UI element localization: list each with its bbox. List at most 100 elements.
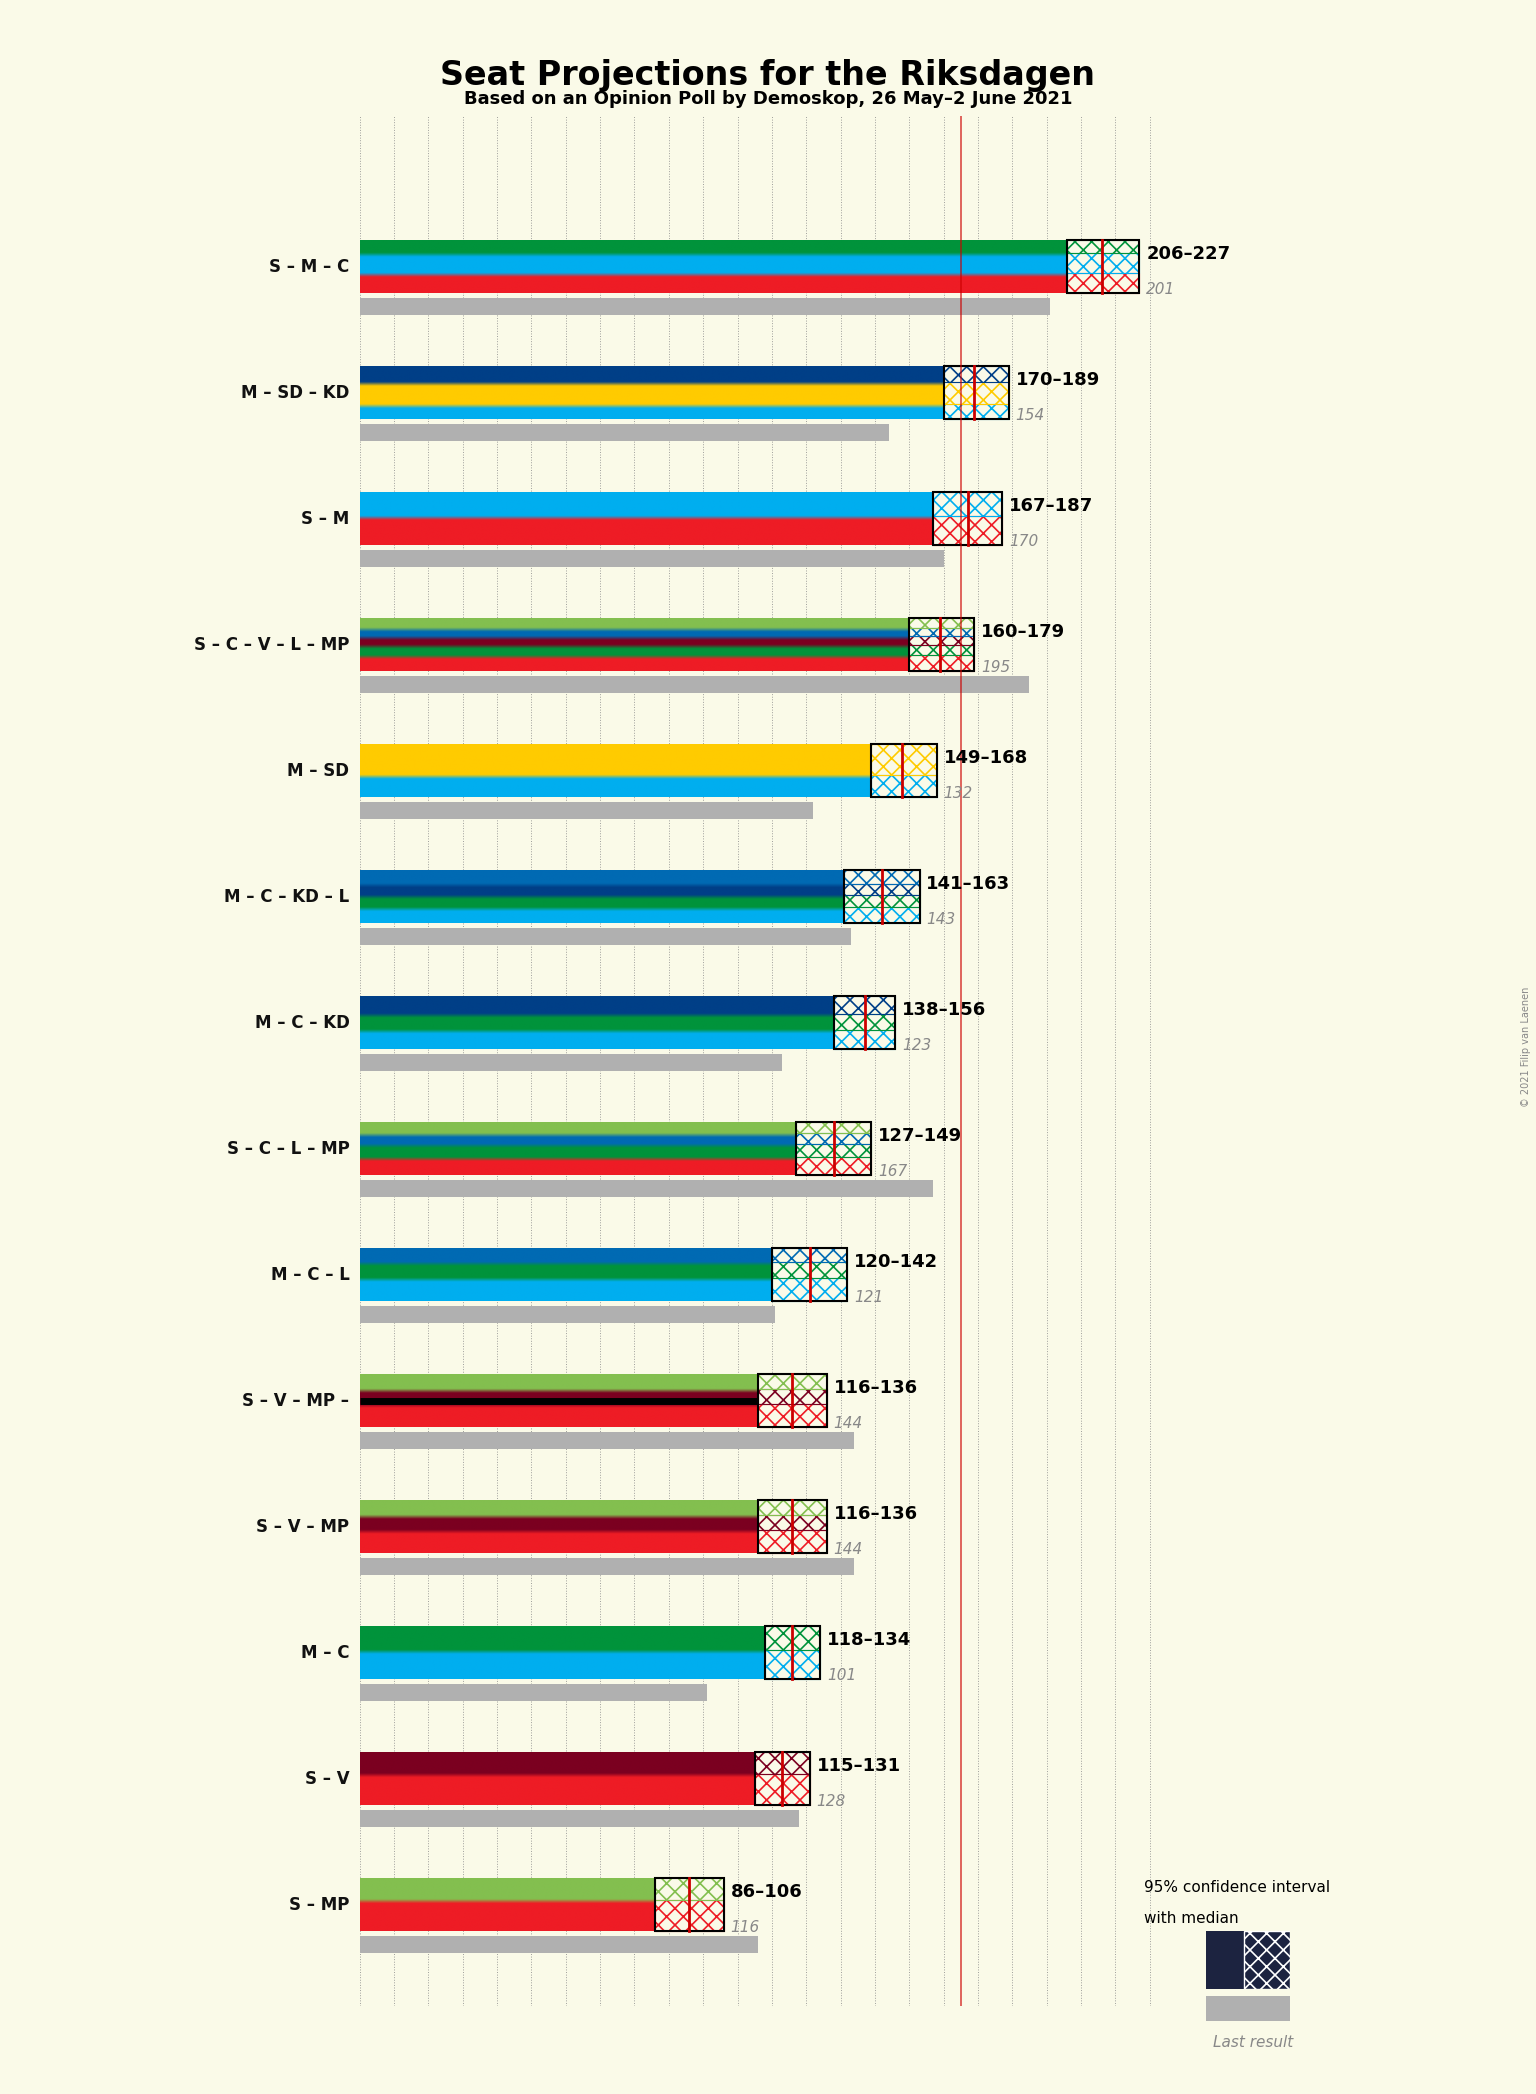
Bar xyxy=(759,1501,826,1516)
Text: M – SD – KD: M – SD – KD xyxy=(241,383,350,402)
Bar xyxy=(943,404,1009,419)
Bar xyxy=(871,775,937,798)
Bar xyxy=(359,1307,776,1323)
Text: 123: 123 xyxy=(902,1039,932,1053)
Bar xyxy=(359,1811,799,1826)
Bar xyxy=(359,676,1029,693)
Bar xyxy=(943,404,1009,419)
Bar xyxy=(843,871,920,923)
Bar xyxy=(759,1531,826,1554)
Bar xyxy=(843,896,920,907)
Bar xyxy=(909,645,974,655)
Bar xyxy=(1068,272,1140,293)
Text: 195: 195 xyxy=(982,660,1011,674)
Bar xyxy=(796,1122,871,1175)
Bar xyxy=(943,366,1009,419)
Bar xyxy=(834,1030,895,1049)
Text: S – V: S – V xyxy=(304,1769,350,1788)
Bar xyxy=(759,1388,826,1403)
Bar xyxy=(1068,253,1140,272)
Text: Last result: Last result xyxy=(1213,2035,1293,2050)
Bar xyxy=(759,1374,826,1428)
Bar xyxy=(871,743,937,775)
Bar xyxy=(796,1122,871,1133)
Bar xyxy=(765,1650,820,1679)
Bar xyxy=(843,907,920,923)
Bar xyxy=(943,366,1009,383)
Bar xyxy=(909,637,974,645)
Text: 154: 154 xyxy=(1015,408,1044,423)
Bar xyxy=(759,1516,826,1531)
Text: with median: with median xyxy=(1144,1912,1240,1926)
Bar xyxy=(359,425,889,440)
Bar xyxy=(359,1684,707,1700)
Text: M – C – KD – L: M – C – KD – L xyxy=(224,888,350,907)
Bar xyxy=(796,1143,871,1158)
Text: M – SD: M – SD xyxy=(287,762,350,779)
Text: 120–142: 120–142 xyxy=(854,1252,938,1271)
Bar xyxy=(934,492,1001,544)
Text: 201: 201 xyxy=(1146,283,1175,297)
Text: 167: 167 xyxy=(879,1164,908,1179)
Bar xyxy=(796,1158,871,1175)
Bar xyxy=(765,1627,820,1650)
Bar xyxy=(943,383,1009,404)
Bar xyxy=(773,1263,848,1277)
Bar xyxy=(909,628,974,637)
Bar xyxy=(909,645,974,655)
Bar xyxy=(759,1403,826,1428)
Text: M – C – KD: M – C – KD xyxy=(255,1013,350,1032)
Bar xyxy=(796,1133,871,1143)
Text: 144: 144 xyxy=(834,1541,863,1558)
Bar xyxy=(871,775,937,798)
Text: 141–163: 141–163 xyxy=(926,875,1011,894)
Text: 116: 116 xyxy=(731,1920,760,1935)
Bar xyxy=(773,1248,848,1263)
Bar xyxy=(765,1627,820,1679)
Text: Seat Projections for the Riksdagen: Seat Projections for the Riksdagen xyxy=(441,59,1095,92)
Text: S – M: S – M xyxy=(301,509,350,528)
Bar xyxy=(909,618,974,628)
Bar xyxy=(909,655,974,672)
Bar xyxy=(773,1248,848,1263)
Bar xyxy=(1068,253,1140,272)
Bar xyxy=(773,1263,848,1277)
Bar xyxy=(796,1158,871,1175)
Bar xyxy=(934,515,1001,544)
Text: 116–136: 116–136 xyxy=(834,1506,919,1522)
Text: 138–156: 138–156 xyxy=(902,1001,986,1020)
Bar xyxy=(796,1133,871,1143)
Text: S – V – MP –: S – V – MP – xyxy=(243,1393,350,1409)
Bar xyxy=(654,1878,723,1899)
Bar xyxy=(871,743,937,775)
Bar xyxy=(1068,241,1140,253)
Bar xyxy=(843,871,920,884)
Bar xyxy=(834,997,895,1049)
Bar xyxy=(796,1122,871,1133)
Bar xyxy=(359,1937,759,1954)
Bar xyxy=(843,884,920,896)
Bar xyxy=(909,618,974,672)
Text: S – C – V – L – MP: S – C – V – L – MP xyxy=(194,637,350,653)
Bar xyxy=(359,1432,854,1449)
Text: 118–134: 118–134 xyxy=(826,1631,911,1650)
Text: 143: 143 xyxy=(926,913,955,928)
Bar xyxy=(759,1403,826,1428)
Bar xyxy=(754,1753,809,1774)
Bar xyxy=(909,628,974,637)
Text: 116–136: 116–136 xyxy=(834,1380,919,1397)
Bar xyxy=(943,383,1009,404)
Text: S – M – C: S – M – C xyxy=(269,258,350,276)
Bar xyxy=(773,1277,848,1300)
Bar xyxy=(1068,272,1140,293)
Text: M – C – L: M – C – L xyxy=(270,1267,350,1284)
Bar xyxy=(654,1899,723,1931)
Bar xyxy=(934,515,1001,544)
Bar xyxy=(843,884,920,896)
Bar xyxy=(759,1388,826,1403)
Bar xyxy=(843,907,920,923)
Bar xyxy=(909,655,974,672)
Bar xyxy=(1068,241,1140,253)
Text: © 2021 Filip van Laenen: © 2021 Filip van Laenen xyxy=(1521,986,1531,1108)
Bar xyxy=(796,1143,871,1158)
